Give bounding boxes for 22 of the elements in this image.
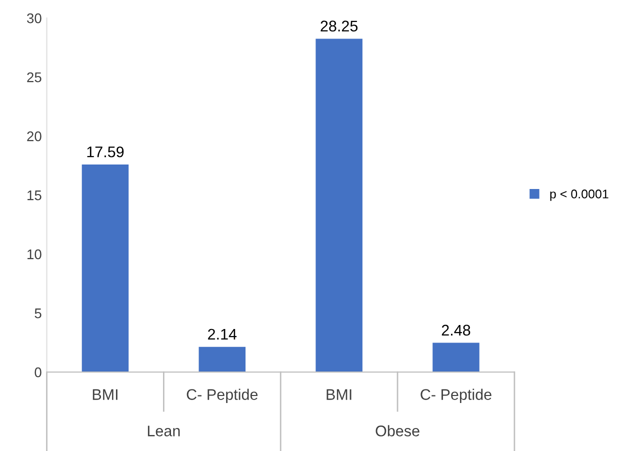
bar <box>82 164 129 372</box>
y-tick-label: 10 <box>28 249 42 260</box>
y-tick-label: 30 <box>26 13 42 24</box>
bar <box>316 38 362 372</box>
text: Lean <box>148 426 180 436</box>
x-tick-label: C- Peptide <box>420 388 492 403</box>
legend-label: p < 0.0001 <box>550 190 608 201</box>
y-tick-label: 5 <box>34 308 42 318</box>
data-label: 2.48 <box>442 324 470 336</box>
bar <box>198 346 246 372</box>
data-label: 28.25 <box>320 20 358 32</box>
x-tick-label: BMI <box>326 389 352 400</box>
y-tick-label: 0 <box>34 367 42 378</box>
bar <box>432 342 480 372</box>
data-label: 2.14 <box>208 328 237 340</box>
x-tick-label: C- Peptide <box>186 388 258 403</box>
data-label: 17.59 <box>87 146 124 158</box>
y-tick-label: 25 <box>27 72 42 82</box>
x-tick-label: BMI <box>92 389 118 400</box>
y-tick-label: 15 <box>28 190 42 200</box>
text: Obese <box>376 425 420 436</box>
y-tick-label: 20 <box>27 131 42 142</box>
